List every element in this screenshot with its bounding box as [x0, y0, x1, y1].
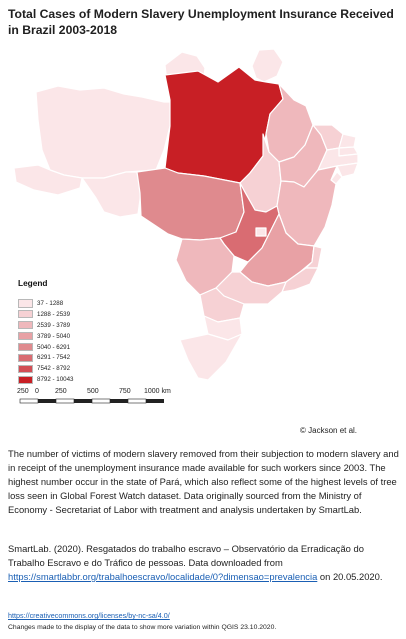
citation-text: SmartLab. (2020). Resgatados do trabalho… [8, 543, 364, 568]
legend-label: 1288 - 2539 [37, 310, 71, 318]
legend-label: 5040 - 6291 [37, 343, 71, 351]
scale-label-250-left: 250 [17, 388, 29, 395]
scale-label-750: 750 [119, 388, 131, 395]
state-amazonas [35, 85, 175, 179]
legend-swatch [18, 299, 33, 308]
changes-note: Changes made to the display of the data … [8, 624, 277, 631]
legend-swatch [18, 375, 33, 384]
legend-label: 2539 - 3789 [37, 321, 71, 329]
legend-label: 3789 - 5040 [37, 332, 71, 340]
state-alagoas [336, 162, 359, 178]
legend-row: 7542 - 8792 [18, 363, 108, 374]
description-text: The number of victims of modern slavery … [8, 448, 399, 515]
state-acre [13, 164, 83, 196]
legend-title: Legend [18, 278, 48, 288]
legend-row: 8792 - 10043 [18, 374, 108, 385]
scale-label-250: 250 [55, 388, 67, 395]
state-rio-grande-do-sul [179, 333, 243, 381]
legend-swatch [18, 332, 33, 341]
legend-swatch [18, 353, 33, 362]
legend-row: 5040 - 6291 [18, 342, 108, 353]
citation-date: on 20.05.2020. [319, 571, 383, 582]
legend-label: 37 - 1288 [37, 299, 64, 307]
legend-swatch [18, 364, 33, 373]
license-link[interactable]: https://creativecommons.org/licenses/by-… [8, 611, 170, 620]
legend-swatch [18, 342, 33, 352]
legend: Legend 37 - 1288 1288 - 2539 2539 - 3789 37… [18, 278, 108, 385]
map-title: Total Cases of Modern Slavery Unemployme… [8, 7, 394, 37]
legend-row: 3789 - 5040 [18, 331, 108, 342]
state-rondonia [81, 171, 142, 218]
scale-label-0: 0 [35, 388, 39, 395]
scale-label-1000-km: 1000 km [144, 388, 171, 395]
legend-label: 8792 - 10043 [37, 376, 74, 384]
legend-row: 37 - 1288 [18, 298, 108, 309]
legend-row: 2539 - 3789 [18, 320, 108, 331]
legend-label: 7542 - 8792 [37, 365, 71, 373]
citation-paragraph: SmartLab. (2020). Resgatados do trabalho… [8, 542, 400, 584]
state-rio-de-janeiro [281, 267, 319, 293]
scale-bar [19, 398, 164, 404]
legend-swatch [18, 310, 33, 319]
legend-label: 6291 - 7542 [37, 354, 71, 362]
legend-row: 1288 - 2539 [18, 309, 108, 320]
state-distrito-federal [255, 227, 267, 237]
legend-row: 6291 - 7542 [18, 352, 108, 363]
state-amapa [251, 48, 284, 83]
scale-label-500: 500 [87, 388, 99, 395]
legend-swatch [18, 321, 33, 330]
copyright-label: © Jackson et al. [300, 426, 358, 435]
data-source-link[interactable]: https://smartlabbr.org/trabalhoescravo/l… [8, 571, 318, 582]
